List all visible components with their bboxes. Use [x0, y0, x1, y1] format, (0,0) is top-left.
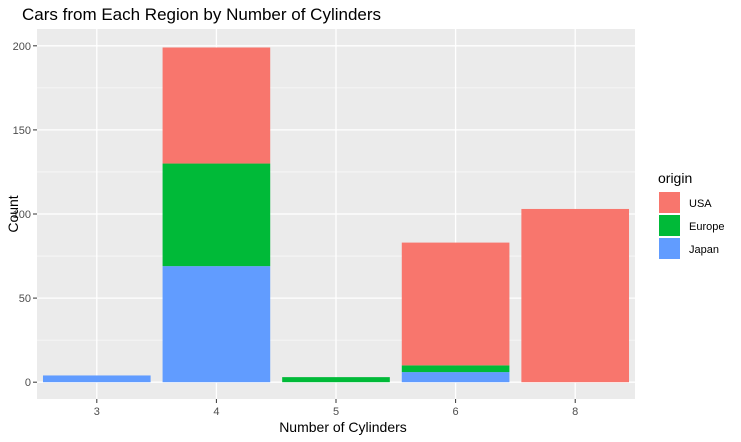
y-axis: 0 50 100 150 200 [13, 41, 37, 389]
legend-label-usa: USA [689, 198, 712, 210]
bars [42, 47, 630, 383]
bar-europe-6 [401, 365, 510, 373]
legend-key-usa [659, 192, 680, 213]
x-tick-label: 6 [453, 406, 459, 418]
legend-key-europe [659, 215, 680, 236]
bar-usa-4 [162, 47, 271, 164]
x-axis: 3 4 5 6 8 [94, 399, 578, 418]
y-tick-label: 100 [13, 209, 31, 221]
y-tick-label: 50 [19, 293, 31, 305]
x-axis-title: Number of Cylinders [279, 419, 407, 435]
x-tick-label: 4 [213, 406, 219, 418]
bar-europe-4 [162, 163, 271, 267]
bar-usa-6 [401, 242, 510, 366]
bar-japan-3 [42, 375, 151, 383]
y-tick-label: 150 [13, 125, 31, 137]
legend-key-japan [659, 238, 680, 259]
legend-label-europe: Europe [689, 221, 724, 233]
bar-usa-8 [521, 208, 630, 383]
bar-japan-6 [401, 372, 510, 383]
y-tick-label: 200 [13, 41, 31, 53]
x-tick-label: 3 [94, 406, 100, 418]
y-tick-label: 0 [25, 377, 31, 389]
legend-title: origin [658, 170, 692, 186]
y-axis-title: Count [5, 195, 21, 232]
bar-japan-4 [162, 266, 271, 383]
x-tick-label: 5 [333, 406, 339, 418]
legend-label-japan: Japan [689, 244, 719, 256]
x-tick-label: 8 [572, 406, 578, 418]
chart-title: Cars from Each Region by Number of Cylin… [22, 5, 381, 24]
legend: origin USA Europe Japan [658, 170, 724, 259]
bar-europe-5 [282, 377, 390, 383]
